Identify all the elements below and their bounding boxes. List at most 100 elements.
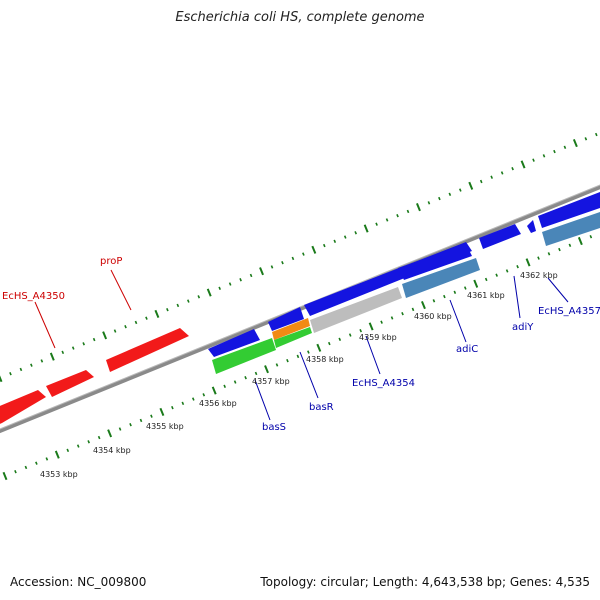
minor-tick bbox=[516, 264, 519, 269]
minor-tick bbox=[537, 256, 540, 260]
gene-blue-2[interactable] bbox=[268, 307, 304, 331]
gene-label-basS: basS bbox=[262, 422, 286, 433]
minor-tick bbox=[286, 358, 289, 363]
minor-tick bbox=[30, 363, 33, 367]
gene-label-EcHS_A4350: EcHS_A4350 bbox=[2, 291, 65, 302]
minor-tick bbox=[333, 239, 337, 243]
scale-label-4360: 4360 kbp bbox=[414, 312, 452, 321]
minor-tick bbox=[14, 470, 17, 474]
gene-basR-orange[interactable] bbox=[272, 318, 310, 340]
minor-tick bbox=[438, 196, 441, 201]
minor-tick bbox=[348, 333, 352, 337]
gene-blue-6[interactable] bbox=[527, 220, 536, 233]
minor-tick bbox=[233, 380, 237, 384]
minor-tick bbox=[92, 337, 96, 342]
gene-blue-1[interactable] bbox=[208, 329, 260, 357]
gene-label-EcHS_A4357: EcHS_A4357 bbox=[538, 306, 600, 317]
minor-tick bbox=[202, 393, 206, 397]
major-tick bbox=[107, 429, 113, 438]
major-tick bbox=[363, 224, 369, 233]
scale-label-4358: 4358 kbp bbox=[306, 355, 344, 364]
minor-tick bbox=[239, 278, 242, 282]
gene-blue-5[interactable] bbox=[479, 224, 521, 249]
major-tick bbox=[468, 181, 474, 190]
major-tick bbox=[102, 331, 108, 340]
gene-proP[interactable] bbox=[106, 328, 189, 372]
gene-blue-4[interactable] bbox=[398, 244, 472, 280]
minor-tick bbox=[432, 299, 436, 303]
upper-tick-track bbox=[0, 132, 598, 383]
scale-label-4359: 4359 kbp bbox=[359, 333, 397, 342]
gene-basS[interactable] bbox=[212, 338, 276, 374]
minor-tick bbox=[427, 201, 431, 205]
minor-tick bbox=[66, 448, 70, 453]
gene-blue-7[interactable] bbox=[538, 192, 600, 228]
gene-adiC[interactable] bbox=[402, 258, 480, 298]
gene-EcHS_A4357[interactable] bbox=[542, 212, 600, 246]
minor-tick bbox=[145, 316, 148, 320]
minor-tick bbox=[97, 435, 101, 440]
major-tick bbox=[54, 450, 60, 459]
gene-basR-green[interactable] bbox=[274, 327, 312, 348]
gene-EcHS_A4354[interactable] bbox=[310, 287, 402, 333]
minor-tick bbox=[322, 243, 326, 248]
minor-tick bbox=[186, 299, 190, 303]
accession-text: Accession: NC_009800 bbox=[10, 575, 147, 589]
topology-summary-text: Topology: circular; Length: 4,643,538 bp… bbox=[260, 575, 590, 589]
minor-tick bbox=[150, 414, 153, 418]
minor-tick bbox=[45, 457, 49, 461]
minor-tick bbox=[76, 444, 80, 448]
minor-tick bbox=[191, 397, 195, 401]
minor-tick bbox=[35, 461, 38, 465]
minor-tick bbox=[484, 277, 488, 282]
gene-EcHS_A4350-a[interactable] bbox=[0, 390, 46, 428]
gene-label-proP: proP bbox=[100, 256, 122, 267]
major-tick bbox=[211, 386, 217, 395]
minor-tick bbox=[307, 350, 310, 354]
scale-label-4353: 4353 kbp bbox=[40, 470, 78, 479]
major-tick bbox=[206, 288, 212, 297]
minor-tick bbox=[511, 166, 514, 171]
minor-tick bbox=[302, 252, 305, 256]
minor-tick bbox=[458, 188, 462, 192]
minor-tick bbox=[218, 286, 221, 290]
gene-label-basR: basR bbox=[309, 402, 334, 413]
minor-tick bbox=[197, 295, 201, 299]
minor-tick bbox=[176, 303, 180, 308]
minor-tick bbox=[228, 282, 232, 286]
minor-tick bbox=[532, 158, 535, 162]
scale-label-4357: 4357 kbp bbox=[252, 377, 290, 386]
minor-tick bbox=[275, 363, 279, 367]
scale-label-4356: 4356 kbp bbox=[199, 399, 237, 408]
scale-label-4355: 4355 kbp bbox=[146, 422, 184, 431]
minor-tick bbox=[490, 175, 493, 179]
major-tick bbox=[316, 343, 322, 352]
minor-tick bbox=[171, 405, 174, 410]
gene-label-adiY: adiY bbox=[512, 322, 534, 333]
minor-tick bbox=[542, 154, 546, 158]
minor-tick bbox=[401, 311, 404, 316]
minor-tick bbox=[270, 265, 274, 269]
major-tick bbox=[525, 258, 531, 267]
minor-tick bbox=[181, 401, 185, 406]
scale-label-4361: 4361 kbp bbox=[467, 291, 505, 300]
minor-tick bbox=[40, 359, 44, 363]
minor-tick bbox=[24, 465, 28, 470]
minor-tick bbox=[291, 256, 295, 261]
minor-tick bbox=[547, 252, 551, 256]
lower-tick-track bbox=[2, 235, 593, 481]
minor-tick bbox=[505, 269, 509, 273]
major-tick bbox=[520, 160, 526, 169]
minor-tick bbox=[327, 341, 331, 346]
minor-tick bbox=[354, 231, 357, 235]
gene-EcHS_A4350-b[interactable] bbox=[46, 370, 94, 397]
gene-labels: EcHS_A4350 proP basS basR EcHS_A4354 adi… bbox=[2, 256, 600, 433]
scale-label-4354: 4354 kbp bbox=[93, 446, 131, 455]
scale-label-4362: 4362 kbp bbox=[520, 271, 558, 280]
minor-tick bbox=[87, 440, 90, 444]
minor-tick bbox=[589, 235, 593, 239]
minor-tick bbox=[375, 222, 378, 226]
minor-tick bbox=[343, 235, 347, 239]
